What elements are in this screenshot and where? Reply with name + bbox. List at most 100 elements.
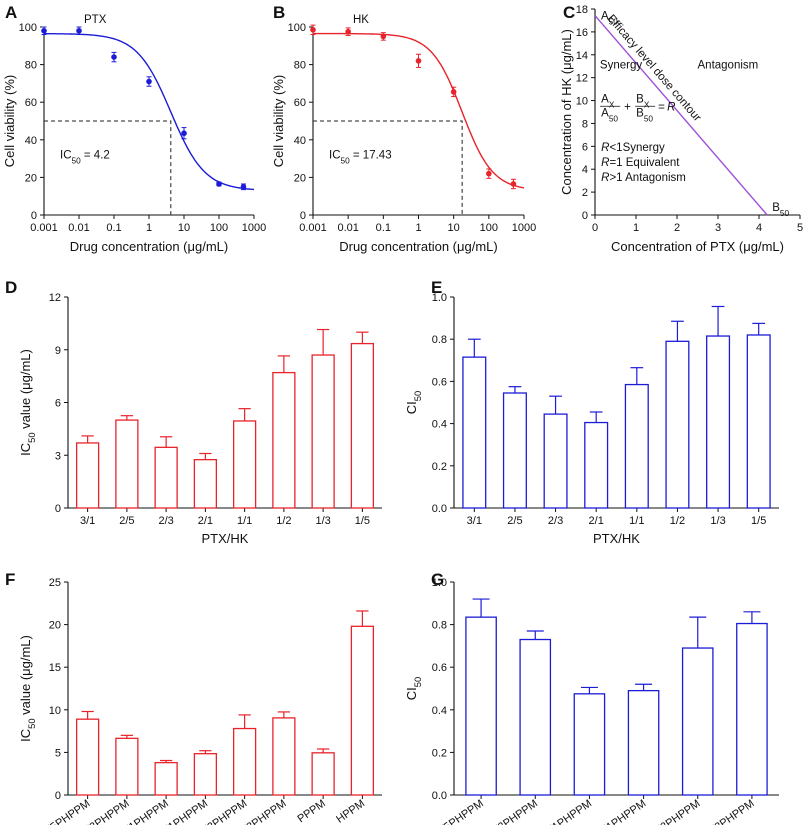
panel-b-y-tick-label: 100 bbox=[288, 22, 306, 34]
panel-e-y-tick-label: 0.0 bbox=[432, 503, 447, 515]
panel-d-bar bbox=[193, 458, 218, 509]
panel-f-y-title-rest: value (μg/mL) bbox=[18, 635, 33, 718]
panel-c-x-tick-label: 3 bbox=[715, 222, 721, 234]
panel-b-data-point bbox=[380, 33, 387, 40]
panel-letter-d: D bbox=[5, 278, 17, 297]
panel-a-data-point bbox=[111, 54, 117, 60]
panel-c-eq-equals: = bbox=[658, 101, 665, 113]
panel-c-point-b-label-main: B bbox=[772, 202, 780, 214]
panel-g-bar bbox=[519, 638, 552, 796]
panel-d-x-tick-label: 1/1 bbox=[237, 515, 252, 527]
panel-b-x-tick-label: 0.01 bbox=[337, 222, 358, 234]
panel-e-bar bbox=[665, 340, 690, 509]
panel-e-bar bbox=[746, 334, 771, 509]
panel-d-y-title-main: IC bbox=[18, 443, 33, 456]
panel-letter-a: A bbox=[5, 3, 17, 22]
panel-a-data-point bbox=[146, 78, 152, 85]
panel-b-ic50-label-main: IC bbox=[329, 150, 341, 162]
panel-b-data-point bbox=[310, 27, 316, 33]
panel-e-x-tick-label: 3/1 bbox=[467, 515, 482, 527]
panel-b-x-tick-label: 1000 bbox=[512, 222, 536, 234]
panel-d-bar bbox=[154, 446, 178, 509]
panel-a-data-point bbox=[181, 130, 187, 137]
panel-d-x-tick-label: 1/5 bbox=[355, 515, 370, 527]
panel-a: 0 20 40 60 80 100 0.001 0.01 0.1 1 10 100 1000 Drug c… bbox=[2, 14, 266, 254]
panel-c-eq-ax: AX bbox=[601, 93, 615, 109]
panel-b-x-tick-label: 0.1 bbox=[376, 222, 391, 234]
panel-b: 0 20 40 60 80 100 0.001 0.01 0.1 1 10 100 1000 Drug c… bbox=[271, 14, 536, 254]
panel-e-x-tick-label: 2/5 bbox=[507, 515, 522, 527]
panel-g-x-tick-label: 2/3PHPPM bbox=[489, 798, 540, 825]
panel-d-x-tick-label: 2/1 bbox=[198, 515, 213, 527]
panel-c-x-tick-label: 1 bbox=[633, 222, 639, 234]
panel-c-point-b-label: B50 bbox=[772, 202, 789, 218]
panel-g-y-tick-label: 0.6 bbox=[432, 662, 447, 674]
panel-f-bar bbox=[272, 717, 296, 796]
panel-c-x-tick-label: 2 bbox=[674, 222, 680, 234]
panel-b-y-tick-label: 0 bbox=[300, 210, 306, 222]
panel-a-x-tick-label: 1000 bbox=[242, 222, 266, 234]
panel-d-y-tick-label: 12 bbox=[49, 292, 61, 304]
panel-d-y-tick-label: 3 bbox=[55, 450, 61, 462]
panel-c-y-tick-label: 2 bbox=[582, 187, 588, 199]
panel-f-bar bbox=[154, 761, 178, 796]
panel-c-rule-r: R bbox=[601, 157, 609, 169]
panel-d-x-tick-label: 3/1 bbox=[80, 515, 95, 527]
panel-c-eq-ax-sub: X bbox=[609, 100, 615, 109]
panel-g-y-tick-label: 0.4 bbox=[432, 705, 447, 717]
panel-b-y-title: Cell viability (%) bbox=[271, 75, 286, 167]
panel-f-y-tick-label: 25 bbox=[49, 577, 61, 589]
panel-d-x-tick-label: 2/3 bbox=[158, 515, 173, 527]
panel-c-y-tick-label: 4 bbox=[582, 164, 588, 176]
panel-b-title: HK bbox=[353, 14, 369, 26]
panel-d-x-tick-label: 1/2 bbox=[276, 515, 291, 527]
panel-e-y-title: CI50 bbox=[404, 391, 423, 414]
panel-a-data-point bbox=[41, 27, 47, 34]
panel-g-y-tick-label: 0.8 bbox=[432, 620, 447, 632]
panel-a-x-title: Drug concentration (μg/mL) bbox=[70, 239, 229, 254]
panel-b-ic50-label-sub: 50 bbox=[341, 156, 351, 165]
panel-letter-g: G bbox=[431, 570, 444, 589]
panel-a-x-tick-label: 1 bbox=[146, 222, 152, 234]
panel-b-ic50-label: IC50 = 17.43 bbox=[329, 150, 392, 166]
panel-e-x-tick-label: 1/1 bbox=[629, 515, 644, 527]
panel-a-y-tick-label: 60 bbox=[25, 97, 37, 109]
panel-c-x-tick-label: 0 bbox=[592, 222, 598, 234]
panel-d-bar bbox=[75, 442, 100, 509]
panel-g-y-tick-label: 0.2 bbox=[432, 747, 447, 759]
panel-a-y-tick-label: 0 bbox=[31, 210, 37, 222]
panel-f-x-tick-label: HPPM bbox=[334, 798, 367, 825]
panel-a-ic50-label-main: IC bbox=[60, 150, 72, 162]
panel-b-data-point bbox=[415, 58, 422, 64]
panel-b-x-tick-label: 1 bbox=[415, 222, 421, 234]
panel-e-x-tick-label: 1/2 bbox=[670, 515, 685, 527]
panel-e-bar bbox=[462, 356, 487, 509]
panel-a-fit-curve bbox=[44, 33, 255, 191]
panel-e-x-tick-label: 2/1 bbox=[589, 515, 604, 527]
panel-e-bar bbox=[543, 413, 568, 509]
panel-e-y-tick-label: 0.8 bbox=[432, 334, 447, 346]
panel-c-synergy-label: Synergy bbox=[600, 60, 642, 72]
panel-f-y-tick-label: 20 bbox=[49, 620, 61, 632]
panel-g-y-title-main: CI bbox=[404, 687, 419, 700]
panel-f-y-tick-label: 10 bbox=[49, 705, 61, 717]
panel-f-bar bbox=[75, 718, 100, 796]
panel-b-x-tick-label: 100 bbox=[480, 222, 498, 234]
panel-e-x-tick-label: 2/3 bbox=[548, 515, 563, 527]
panel-c-point-a-label: A50 bbox=[601, 11, 618, 27]
panel-f-bar bbox=[232, 727, 257, 796]
panel-c-y-tick-label: 14 bbox=[576, 50, 588, 62]
panel-c-eq-bx-sub: X bbox=[644, 100, 650, 109]
panel-a-x-tick-label: 0.1 bbox=[106, 222, 121, 234]
panel-c-rule-text: >1 Antagonism bbox=[609, 172, 685, 184]
panel-e-y-tick-label: 1.0 bbox=[432, 292, 447, 304]
panel-c-rule: R>1 Antagonism bbox=[601, 172, 686, 184]
panel-a-ic50-label-sub: 50 bbox=[72, 156, 82, 165]
panel-e-y-title-sub: 50 bbox=[413, 391, 423, 401]
panel-g-y-title: CI50 bbox=[404, 677, 423, 700]
panel-f-x-tick-label: 2/5PHPPM bbox=[41, 798, 92, 825]
panel-g-x-tick-label: 1/1PHPPM bbox=[597, 798, 648, 825]
